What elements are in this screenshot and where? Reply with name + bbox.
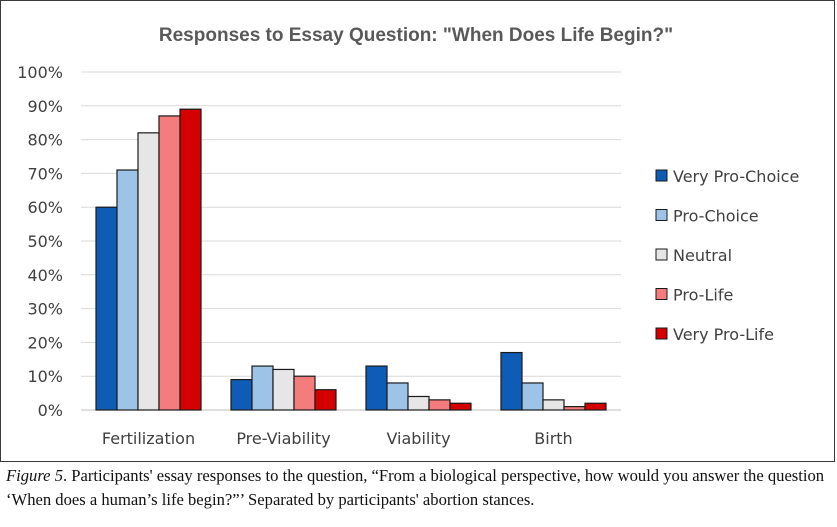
- bar: [542, 399, 565, 411]
- y-tick-label: 70%: [27, 164, 63, 183]
- y-tick-label: 50%: [27, 232, 63, 251]
- chart-frame: Responses to Essay Question: "When Does …: [0, 0, 835, 462]
- bar: [251, 365, 274, 411]
- legend-swatch: [655, 288, 668, 300]
- legend-label: Pro-Choice: [673, 207, 759, 226]
- bar: [137, 132, 160, 411]
- bar: [272, 368, 295, 411]
- bar: [428, 399, 451, 411]
- bar: [116, 169, 139, 411]
- y-tick-label: 20%: [27, 333, 63, 352]
- category-label: Pre-Viability: [236, 429, 330, 448]
- y-tick-label: 80%: [27, 131, 63, 150]
- bar: [365, 365, 388, 411]
- legend-label: Pro-Life: [673, 286, 733, 305]
- y-tick-label: 90%: [27, 97, 63, 116]
- figure-label: Figure 5: [6, 466, 63, 485]
- legend-swatch: [655, 169, 668, 182]
- caption-text: . Participants' essay responses to the q…: [6, 466, 825, 509]
- bar-chart: Responses to Essay Question: "When Does …: [17, 25, 799, 448]
- legend-label: Very Pro-Choice: [673, 167, 799, 186]
- bar: [314, 389, 337, 411]
- bar: [584, 402, 607, 411]
- chart-title: Responses to Essay Question: "When Does …: [159, 25, 673, 46]
- y-tick-label: 0%: [38, 401, 63, 420]
- bar: [293, 375, 316, 411]
- legend-swatch: [655, 248, 668, 261]
- bar: [95, 206, 118, 411]
- figure-caption: Figure 5. Participants' essay responses …: [6, 464, 834, 512]
- category-label: Birth: [534, 429, 572, 448]
- legend-swatch: [655, 209, 668, 221]
- bar: [407, 395, 430, 411]
- y-tick-label: 60%: [27, 198, 63, 217]
- bar: [158, 115, 181, 411]
- bar: [500, 351, 523, 411]
- y-tick-label: 40%: [27, 266, 63, 285]
- bar: [449, 402, 472, 411]
- y-tick-label: 30%: [27, 300, 63, 319]
- legend-swatch: [655, 327, 668, 340]
- category-label: Fertilization: [102, 429, 195, 448]
- y-tick-label: 100%: [17, 63, 63, 82]
- category-label: Viability: [386, 429, 450, 448]
- legend-label: Neutral: [673, 246, 732, 265]
- y-tick-label: 10%: [27, 367, 63, 386]
- bar: [563, 406, 586, 411]
- bar: [179, 108, 202, 411]
- bar: [521, 382, 544, 411]
- bar: [230, 378, 253, 411]
- bar: [386, 382, 409, 411]
- legend-label: Very Pro-Life: [673, 325, 774, 344]
